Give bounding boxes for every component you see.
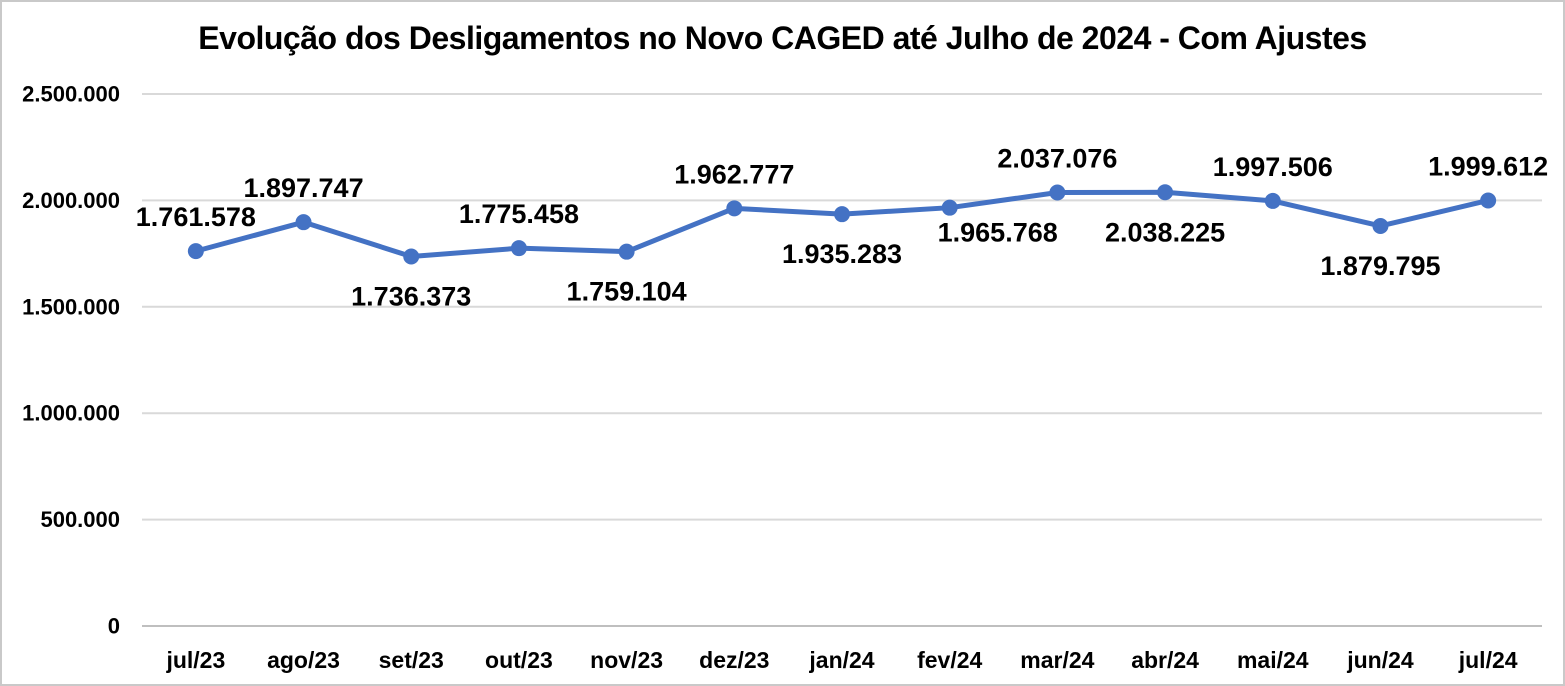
data-label: 1.761.578 bbox=[136, 202, 256, 232]
x-axis-tick-label: mar/24 bbox=[1020, 647, 1094, 673]
data-label: 1.997.506 bbox=[1213, 152, 1333, 182]
data-label: 1.775.458 bbox=[459, 199, 579, 229]
x-axis-tick-label: fev/24 bbox=[917, 647, 982, 673]
data-label: 1.962.777 bbox=[674, 159, 794, 189]
x-axis-tick-label: set/23 bbox=[379, 647, 444, 673]
y-axis-tick-label: 500.000 bbox=[40, 507, 120, 532]
y-axis-tick-label: 1.000.000 bbox=[22, 401, 120, 426]
data-point-marker bbox=[1480, 192, 1497, 209]
data-label: 2.038.225 bbox=[1105, 217, 1225, 247]
data-label: 1.935.283 bbox=[782, 239, 902, 269]
y-axis-tick-label: 2.000.000 bbox=[22, 188, 120, 213]
data-point-marker bbox=[726, 200, 743, 217]
x-axis-tick-label: out/23 bbox=[485, 647, 553, 673]
data-label: 1.759.104 bbox=[567, 277, 687, 307]
x-axis-tick-label: ago/23 bbox=[267, 647, 340, 673]
data-point-marker bbox=[1264, 192, 1281, 209]
data-point-marker bbox=[618, 243, 635, 260]
data-label: 2.037.076 bbox=[997, 144, 1117, 174]
data-point-marker bbox=[1157, 184, 1174, 201]
data-label: 1.999.612 bbox=[1428, 151, 1548, 181]
y-axis-tick-label: 1.500.000 bbox=[22, 294, 120, 319]
x-axis-tick-label: jul/23 bbox=[165, 647, 225, 673]
x-axis-tick-label: nov/23 bbox=[590, 647, 663, 673]
data-label: 1.736.373 bbox=[351, 281, 471, 311]
x-axis-tick-label: jul/24 bbox=[1458, 647, 1518, 673]
x-axis-tick-label: jan/24 bbox=[808, 647, 874, 673]
data-point-marker bbox=[403, 248, 420, 265]
chart-title: Evolução dos Desligamentos no Novo CAGED… bbox=[198, 20, 1367, 56]
y-axis-tick-label: 0 bbox=[108, 614, 120, 639]
data-point-marker bbox=[834, 206, 850, 223]
x-axis-tick-label: mai/24 bbox=[1237, 647, 1309, 673]
data-label: 1.879.795 bbox=[1320, 251, 1440, 281]
data-label: 1.897.747 bbox=[243, 173, 363, 203]
y-axis-tick-label: 2.500.000 bbox=[22, 82, 120, 107]
x-axis-tick-label: dez/23 bbox=[699, 647, 769, 673]
data-point-marker bbox=[187, 243, 204, 260]
data-point-marker bbox=[1049, 184, 1066, 201]
data-label: 1.965.768 bbox=[938, 218, 1058, 248]
data-point-marker bbox=[941, 199, 958, 216]
data-point-marker bbox=[510, 240, 527, 257]
data-point-marker bbox=[295, 214, 312, 231]
x-axis-tick-label: jun/24 bbox=[1346, 647, 1414, 673]
data-point-marker bbox=[1372, 217, 1389, 234]
x-axis-tick-label: abr/24 bbox=[1131, 647, 1199, 673]
